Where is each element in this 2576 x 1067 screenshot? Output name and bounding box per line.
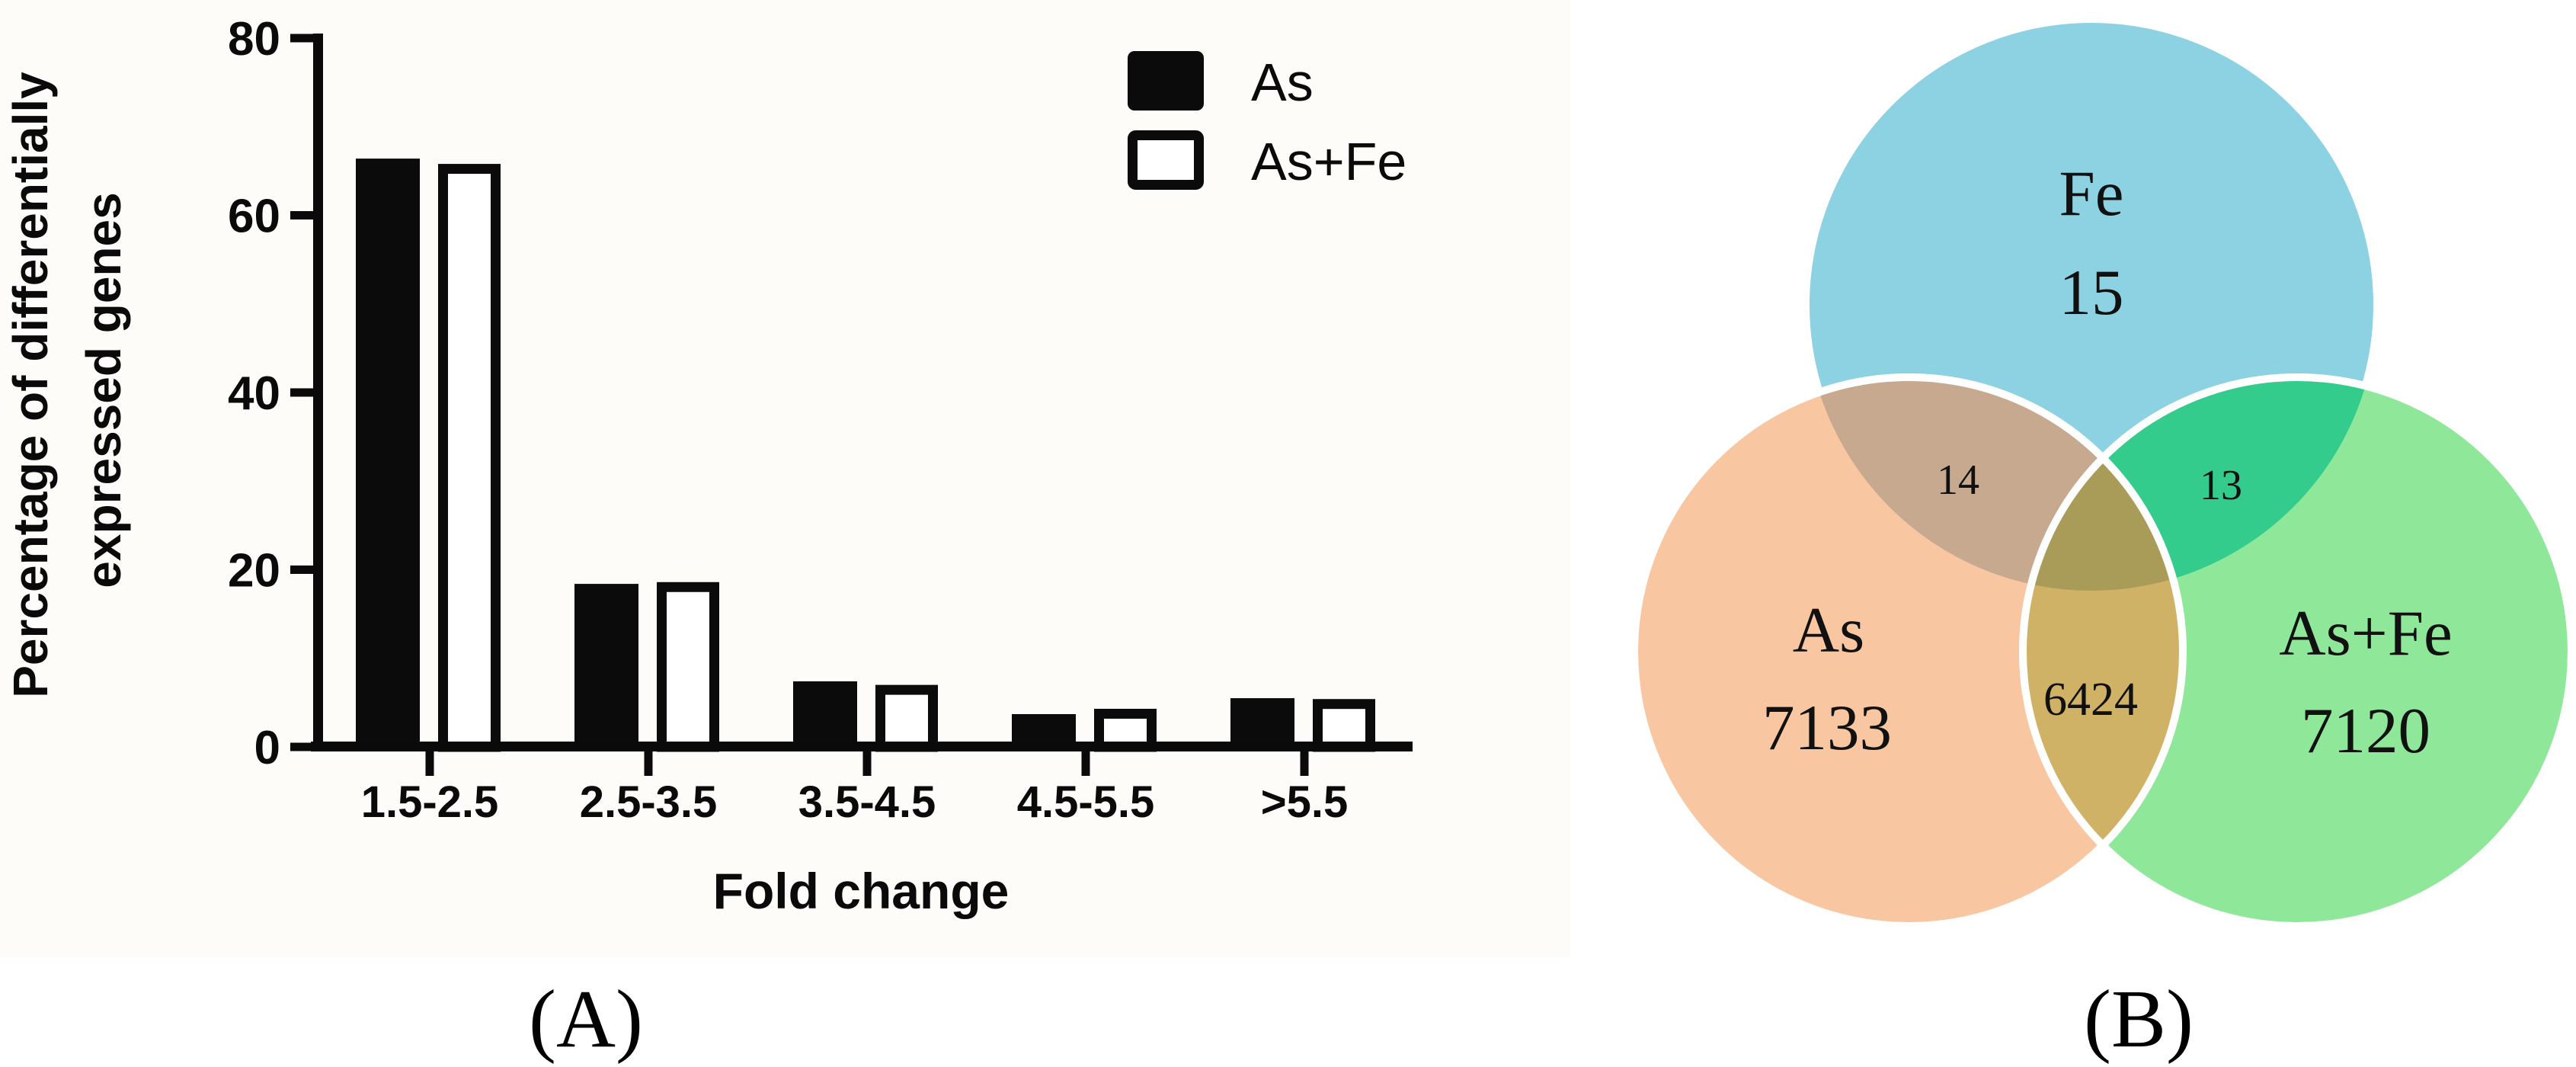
bar-As->5.5 [1230,698,1294,747]
bar-As-1.5-2.5 [356,159,420,748]
x-tick-1 [644,751,653,776]
bar-As+Fe-2.5-3.5 [657,582,719,752]
venn-panel: Fe 15 As 7133 As+Fe 7120 14 13 6424 (B) [1630,15,2575,1065]
x-tick-3 [1081,751,1090,776]
venn-count-as-asfe: 6424 [2043,674,2138,726]
y-tick-60 [290,211,313,219]
legend-label-asfe: As+Fe [1251,132,1406,191]
y-axis-title-line1: Percentage of differentially [3,72,58,698]
venn-overlap-fe-asfe [2023,377,2377,591]
y-tick-80 [290,34,313,43]
legend-swatch-as [1128,51,1204,111]
venn-outline-asfe [2019,373,2575,930]
bar-As+Fe-1.5-2.5 [438,164,501,752]
x-axis-ticks: 1.5-2.5 2.5-3.5 3.5-4.5 4.5-5.5 >5.5 [361,751,1349,827]
y-tick-label-0: 0 [254,722,280,774]
venn-label-asfe: As+Fe [2279,598,2452,669]
x-axis-title: Fold change [713,863,1010,919]
x-category-label-4: >5.5 [1261,777,1349,827]
x-tick-4 [1300,751,1309,776]
bar-As-4.5-5.5 [1012,713,1076,747]
x-category-label-1: 2.5-3.5 [580,777,718,827]
venn-count-fe: 15 [2059,257,2124,328]
bar-As-2.5-3.5 [574,584,638,747]
venn-count-asfe: 7120 [2301,695,2430,767]
x-category-label-2: 3.5-4.5 [798,777,936,827]
venn-label-fe: Fe [2059,158,2124,229]
y-axis-ticks: 0 20 40 60 80 [228,13,313,774]
legend-swatch-asfe [1128,130,1204,190]
venn-outline-as [1630,373,2187,930]
x-axis-line [311,742,1413,751]
venn-count-as: 7133 [1762,692,1892,764]
y-tick-40 [290,388,313,397]
bar-chart-panel: 0 20 40 60 80 1.5-2.5 2.5-3.5 3.5-4.5 4.5-5.5 >5… [0,0,1571,1065]
chart-background [0,0,1571,957]
bar-As+Fe-3.5-4.5 [875,684,938,752]
legend-label-as: As [1251,53,1314,112]
bar-As-3.5-4.5 [793,681,857,747]
y-tick-label-20: 20 [228,545,280,598]
bar-As+Fe->5.5 [1313,699,1375,752]
venn-count-as-fe: 14 [1937,457,1979,504]
y-axis-title-line2: expressed genes [76,192,131,588]
x-tick-2 [862,751,872,776]
y-tick-0 [290,742,313,751]
x-category-label-3: 4.5-5.5 [1017,777,1155,827]
y-tick-label-60: 60 [228,191,280,243]
y-axis-line [313,34,323,751]
x-category-label-0: 1.5-2.5 [361,777,499,827]
x-tick-0 [425,751,434,776]
panel-b-caption: (B) [2084,974,2194,1065]
y-tick-label-40: 40 [228,367,280,420]
panel-a-caption: (A) [529,974,643,1065]
venn-label-as: As [1793,594,1864,666]
legend: As As+Fe [1128,51,1406,191]
y-tick-20 [290,566,313,574]
y-tick-label-80: 80 [228,13,280,66]
venn-overlap-as-fe [1806,377,2183,591]
venn-count-fe-asfe: 13 [2200,462,2242,509]
